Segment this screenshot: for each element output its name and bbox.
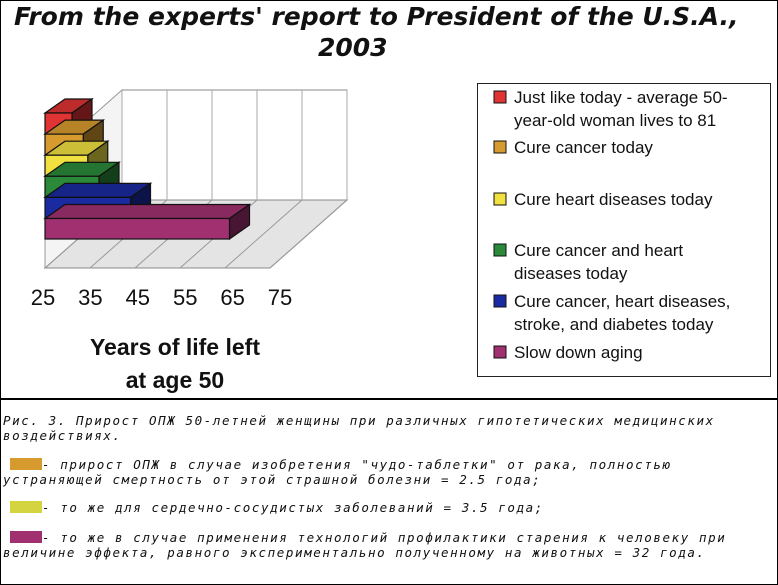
legend-entry-3: Cure heart diseases today: [493, 190, 713, 209]
legend-swatch: [493, 345, 507, 359]
legend-swatch: [493, 243, 507, 257]
bar-top-face: [43, 203, 252, 220]
caption-item-2: - то же для сердечно-сосудистых заболева…: [3, 500, 773, 515]
caption-item-1-text: - прирост ОПЖ в случае изобретения "чудо…: [3, 457, 672, 487]
x-tick-label: 75: [268, 285, 292, 310]
legend-label: Cure cancer and heart: [514, 241, 683, 260]
x-tick-label: 25: [31, 285, 55, 310]
legend-entry-4: Cure cancer and heart diseases today: [493, 241, 683, 283]
floor-gridline: [224, 199, 303, 269]
legend-label: stroke, and diabetes today: [514, 315, 714, 334]
legend-entry-5: Cure cancer, heart diseases, stroke, and …: [493, 292, 730, 334]
caption-item-2-text: - то же для сердечно-сосудистых заболева…: [42, 500, 544, 515]
x-tick-label: 45: [126, 285, 150, 310]
legend-swatch: [493, 140, 507, 154]
x-tick-label: 65: [220, 285, 244, 310]
chart: From the experts' report to President of…: [14, 2, 738, 393]
x-tick-label: 55: [173, 285, 197, 310]
bar-front-face: [44, 217, 231, 240]
caption-item-3-text: - то же в случае применения технологий п…: [3, 530, 727, 560]
legend-label: Just like today - average 50-: [514, 88, 728, 107]
caption-swatch-1: [10, 458, 42, 470]
back-wall: [121, 89, 348, 201]
legend-label: year-old woman lives to 81: [514, 111, 716, 130]
caption-swatch-2: [10, 501, 42, 513]
x-axis-label-line-1: Years of life left: [90, 334, 260, 360]
legend-entry-1: Just like today - average 50- year-old wo…: [493, 88, 728, 130]
chart-title-line-1: From the experts' report to President of…: [14, 2, 738, 31]
caption-item-1: - прирост ОПЖ в случае изобретения "чудо…: [3, 457, 773, 487]
legend-label: Cure cancer today: [514, 138, 653, 157]
legend: Just like today - average 50- year-old wo…: [493, 88, 730, 362]
divider: [0, 398, 778, 400]
legend-label: diseases today: [514, 264, 628, 283]
legend-label: Slow down aging: [514, 343, 643, 362]
legend-box: [477, 83, 771, 377]
caption-swatch-3: [10, 531, 42, 543]
x-tick-label: 35: [78, 285, 102, 310]
caption-item-3: - то же в случае применения технологий п…: [3, 530, 773, 560]
legend-label: Cure cancer, heart diseases,: [514, 292, 730, 311]
legend-label: Cure heart diseases today: [514, 190, 713, 209]
x-axis-label-line-2: at age 50: [126, 367, 224, 393]
legend-swatch: [493, 192, 507, 206]
legend-swatch: [493, 294, 507, 308]
legend-entry-6: Slow down aging: [493, 343, 643, 362]
chart-title-line-2: 2003: [318, 33, 388, 62]
caption-main: Рис. 3. Прирост ОПЖ 50-летней женщины пр…: [3, 413, 715, 443]
bars: [43, 97, 252, 241]
legend-entry-2: Cure cancer today: [493, 138, 653, 157]
bar-6: [43, 203, 252, 241]
legend-swatch: [493, 90, 507, 104]
floor-gridline: [269, 199, 348, 269]
x-ticks: 25 35 45 55 65 75: [31, 285, 292, 310]
